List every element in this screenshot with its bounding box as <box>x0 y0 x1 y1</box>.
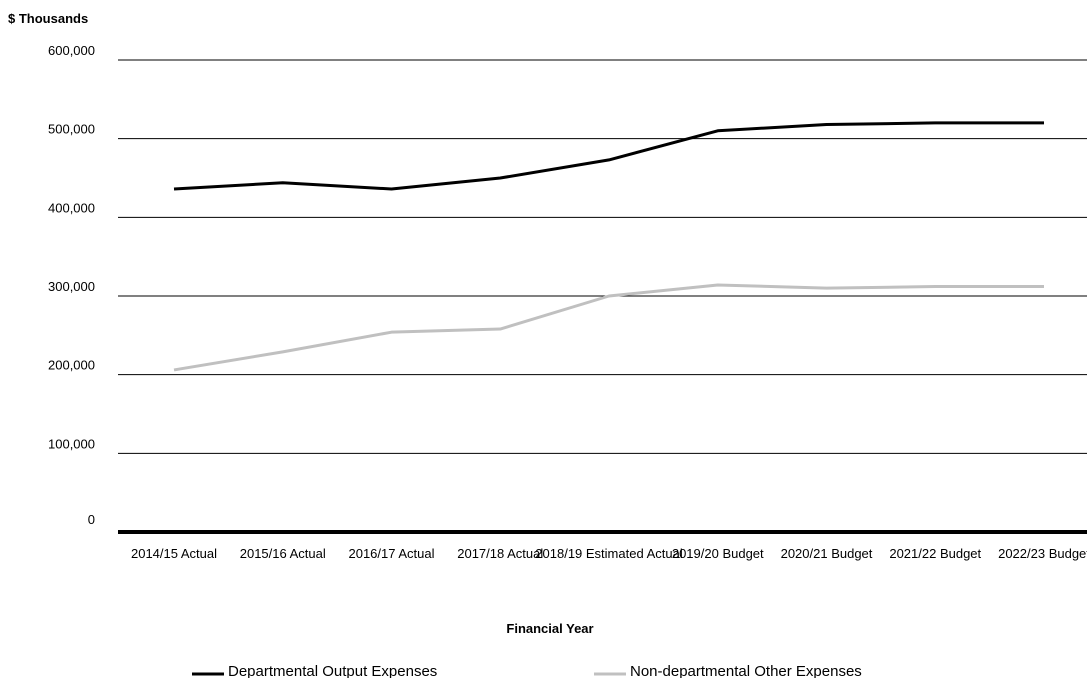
series-line-non-departmental-other <box>173 283 1044 372</box>
x-tick-label: 2022/23 Budget <box>998 546 1087 561</box>
y-tick-label: 0 <box>88 512 95 527</box>
y-tick-label: 100,000 <box>48 436 95 451</box>
x-tick-label: 2015/16 Actual <box>240 546 326 561</box>
legend: Departmental Output Expenses Non-departme… <box>192 663 862 678</box>
y-tick-label: 400,000 <box>48 200 95 215</box>
x-tick-label: 2019/20 Budget <box>672 546 764 561</box>
gridlines <box>118 59 1087 454</box>
x-axis-title: Financial Year <box>506 621 593 636</box>
y-axis-ticks: 0 100,000 200,000 300,000 400,000 500,000 600,… <box>48 43 95 527</box>
x-tick-label: 2014/15 Actual <box>131 546 217 561</box>
x-tick-label: 2021/22 Budget <box>889 546 981 561</box>
legend-label: Non-departmental Other Expenses <box>630 663 862 678</box>
x-tick-label: 2020/21 Budget <box>781 546 873 561</box>
series-lines <box>173 121 1044 372</box>
y-tick-label: 200,000 <box>48 358 95 373</box>
x-axis-ticks: 2014/15 Actual 2015/16 Actual 2016/17 Actu… <box>131 546 1087 561</box>
legend-label: Departmental Output Expenses <box>228 663 437 678</box>
y-tick-label: 300,000 <box>48 279 95 294</box>
x-tick-label: 2016/17 Actual <box>348 546 434 561</box>
series-line-departmental-output <box>173 121 1044 191</box>
y-axis-unit-label: $ Thousands <box>8 11 88 26</box>
x-tick-label: 2018/19 Estimated Actual <box>535 546 683 561</box>
y-tick-label: 600,000 <box>48 43 95 58</box>
y-tick-label: 500,000 <box>48 122 95 137</box>
x-tick-label: 2017/18 Actual <box>457 546 543 561</box>
